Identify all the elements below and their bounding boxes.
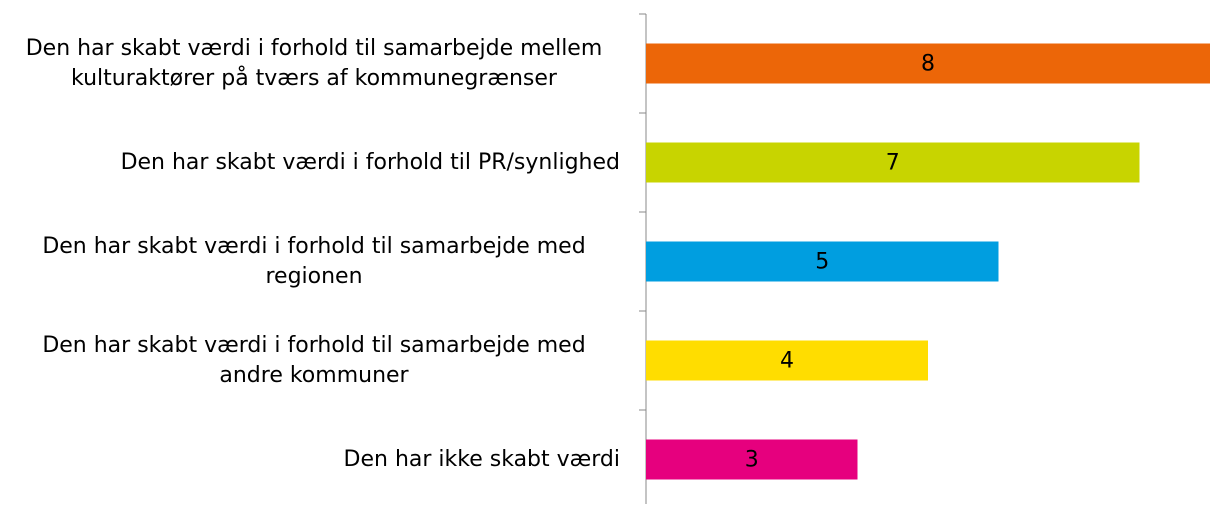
bar: [646, 241, 999, 282]
value-label: 4: [780, 349, 794, 374]
value-label: 7: [886, 151, 900, 176]
value-label: 5: [815, 250, 829, 275]
bar: [646, 43, 1210, 84]
category-label-box: Den har skabt værdi i forhold til PR/syn…: [0, 113, 620, 212]
category-label: Den har skabt værdi i forhold til PR/syn…: [120, 149, 620, 175]
value-label: 3: [745, 448, 759, 473]
category-label-box: Den har skabt værdi i forhold til samarb…: [0, 14, 620, 113]
bar: [646, 340, 928, 381]
category-label-box: Den har skabt værdi i forhold til samarb…: [0, 212, 620, 311]
category-label: Den har skabt værdi i forhold til samarb…: [42, 332, 586, 388]
category-label: Den har ikke skabt værdi: [343, 446, 620, 472]
bar: [646, 439, 858, 480]
category-label: Den har skabt værdi i forhold til samarb…: [42, 233, 586, 289]
category-label: Den har skabt værdi i forhold til samarb…: [25, 35, 603, 91]
value-label: 8: [921, 52, 935, 77]
category-label-box: Den har skabt værdi i forhold til samarb…: [0, 311, 620, 410]
category-label-box: Den har ikke skabt værdi: [0, 410, 620, 509]
bar: [646, 142, 1140, 183]
